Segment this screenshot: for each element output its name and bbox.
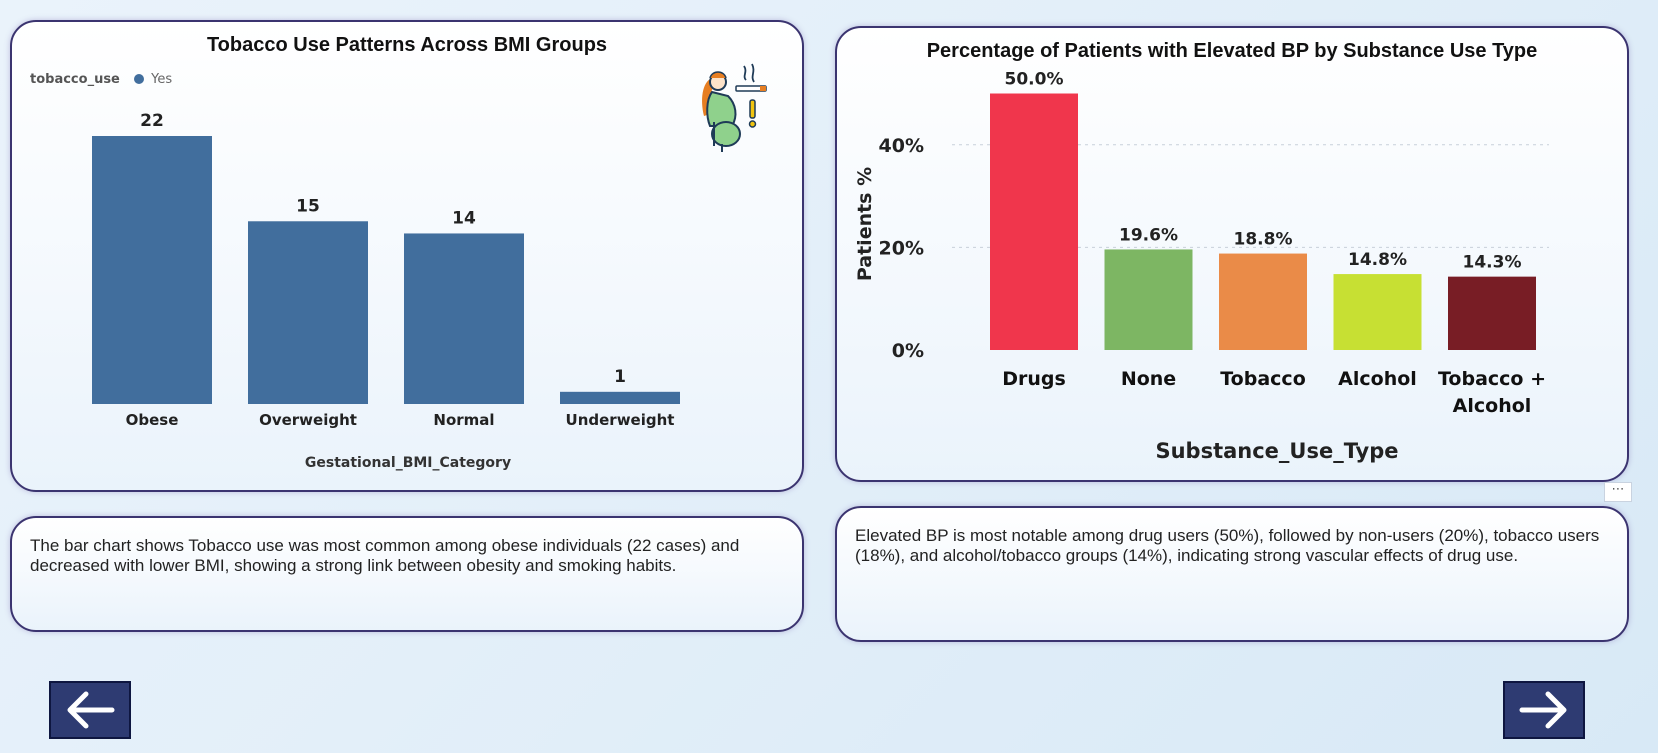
x-tick-label: Drugs [1002, 368, 1066, 390]
data-label: 14.3% [1463, 253, 1522, 273]
bar [1219, 253, 1307, 350]
tobacco-insight-note: The bar chart shows Tobacco use was most… [10, 516, 804, 632]
elevated-bp-bar-chart: 0% 20% 40% 50.0% Drugs 19.6% None 18.8% Tobacco… [854, 70, 1549, 463]
bar [560, 391, 680, 404]
y-tick-label: 20% [879, 237, 924, 259]
x-tick-label: Alcohol [1453, 395, 1532, 417]
back-button[interactable] [49, 681, 131, 739]
x-tick-label: Alcohol [1338, 368, 1417, 390]
x-tick-label: Normal [433, 411, 494, 429]
more-options-button[interactable]: ⋯ [1604, 482, 1632, 502]
arrow-right-icon [1519, 691, 1567, 729]
x-tick-label: Tobacco + [1438, 368, 1546, 390]
y-axis-title: Patients % [854, 167, 876, 281]
x-axis-title: Substance_Use_Type [1155, 439, 1398, 463]
bar [1104, 249, 1193, 350]
bar [990, 93, 1078, 350]
data-label: 1 [614, 367, 626, 387]
tobacco-bmi-chart-card: Tobacco Use Patterns Across BMI Groups t… [10, 20, 804, 492]
elevated-bp-chart-card: Percentage of Patients with Elevated BP … [835, 26, 1629, 482]
x-tick-label: None [1121, 368, 1176, 390]
legend-title: tobacco_use [30, 72, 120, 87]
bar [1448, 276, 1536, 350]
arrow-left-icon [67, 691, 115, 729]
bar [92, 136, 212, 404]
bp-insight-note: Elevated BP is most notable among drug u… [835, 506, 1629, 642]
data-label: 14 [452, 208, 476, 228]
data-label: 50.0% [1005, 70, 1064, 90]
legend-entry: Yes [151, 72, 173, 87]
y-tick-label: 40% [879, 135, 924, 157]
note-text: Elevated BP is most notable among drug u… [855, 526, 1600, 565]
y-tick-label: 0% [892, 340, 924, 362]
data-label: 22 [140, 111, 164, 131]
tobacco-bar-chart: 22Obese15Overweight14Normal1Underweight … [92, 111, 680, 471]
x-axis-title: Gestational_BMI_Category [305, 455, 511, 471]
next-button[interactable] [1503, 681, 1585, 739]
x-tick-label: Obese [126, 411, 179, 429]
data-label: 19.6% [1119, 225, 1178, 245]
bar [404, 233, 524, 404]
legend-marker [134, 74, 145, 84]
chart-legend: tobacco_use Yes [30, 72, 172, 87]
data-label: 14.8% [1348, 250, 1407, 270]
pregnant-woman-smoking-icon [702, 63, 767, 152]
chart-title: Tobacco Use Patterns Across BMI Groups [206, 34, 608, 56]
x-tick-label: Overweight [259, 411, 357, 429]
data-label: 15 [296, 196, 320, 216]
bar [248, 221, 368, 404]
bar [1333, 274, 1422, 350]
x-tick-label: Underweight [566, 411, 675, 429]
chart-title: Percentage of Patients with Elevated BP … [926, 40, 1538, 62]
note-text: The bar chart shows Tobacco use was most… [30, 536, 740, 575]
data-label: 18.8% [1234, 230, 1293, 250]
x-tick-label: Tobacco [1220, 368, 1306, 390]
